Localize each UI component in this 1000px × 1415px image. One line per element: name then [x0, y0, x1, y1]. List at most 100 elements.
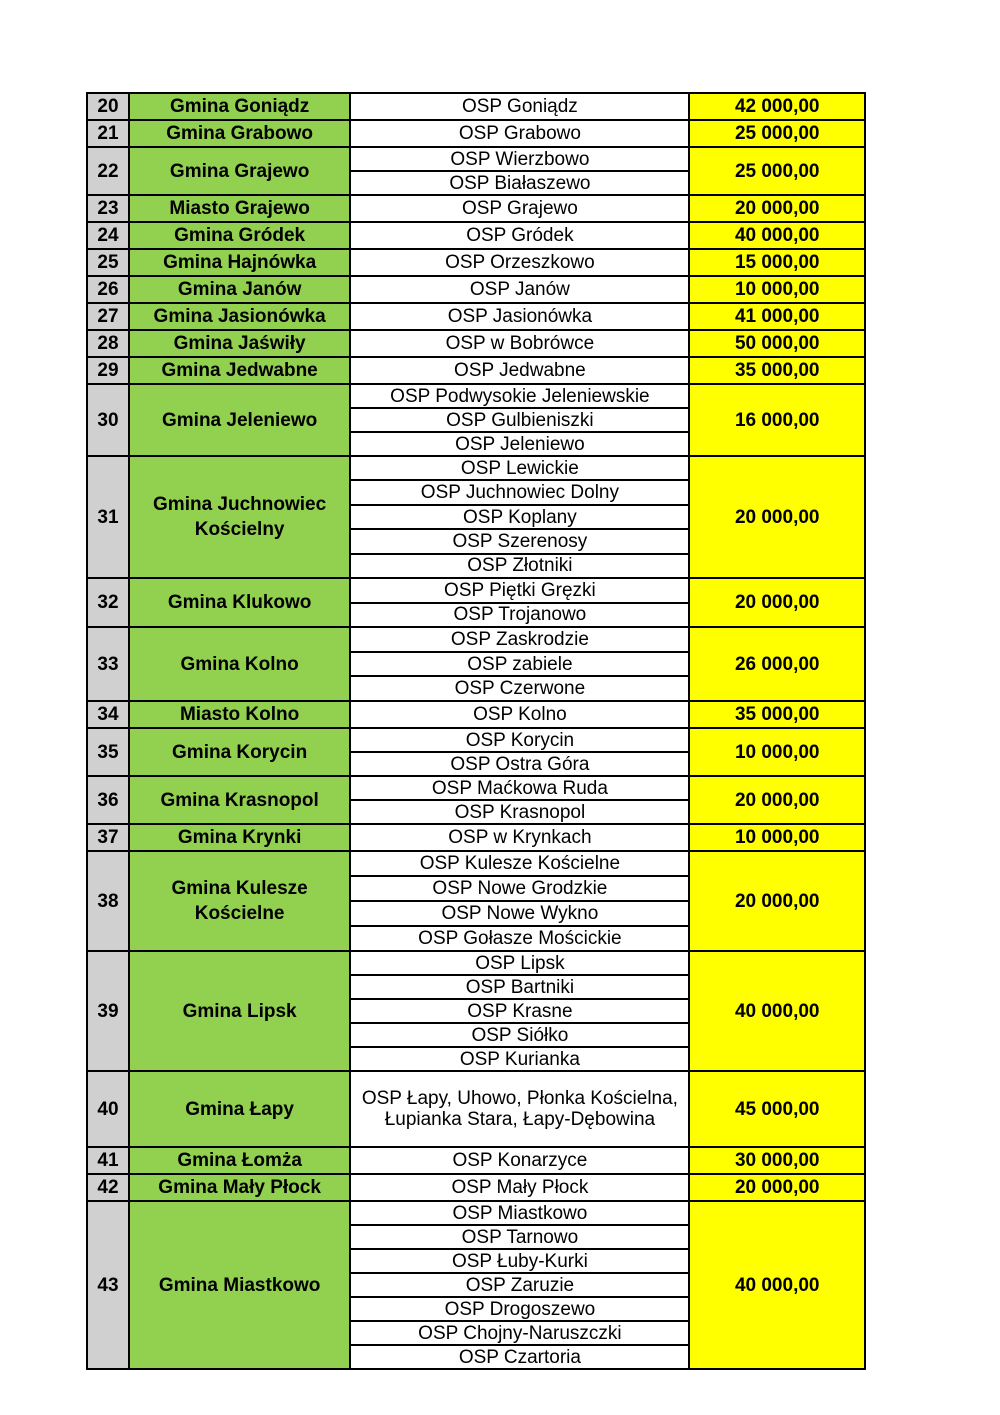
osp-name: OSP Zaskrodzie — [450, 628, 589, 650]
osp-name: OSP Mały Płock — [451, 1177, 589, 1198]
osp-name: OSP Gródek — [466, 225, 574, 246]
osp-name: OSP Szerenosy — [351, 528, 689, 552]
gmina-name: Gmina Korycin — [129, 729, 352, 775]
osp-name: OSP Złotniki — [351, 552, 689, 577]
amount: 50 000,00 — [690, 331, 866, 356]
amount: 35 000,00 — [690, 358, 866, 383]
row-number: 35 — [88, 729, 130, 775]
row-number: 21 — [88, 121, 130, 146]
amount: 15 000,00 — [690, 250, 866, 275]
row-number: 41 — [88, 1148, 130, 1173]
osp-name: OSP Łapy, Uhowo, Płonka Kościelna, Łupia… — [361, 1088, 678, 1130]
amount: 30 000,00 — [690, 1148, 866, 1173]
table-row: 40 Gmina Łapy OSP Łapy, Uhowo, Płonka Kośc… — [88, 1072, 866, 1148]
gmina-name: Gmina Mały Płock — [129, 1175, 352, 1200]
osp-list: OSP Łapy, Uhowo, Płonka Kościelna, Łupia… — [351, 1072, 691, 1146]
osp-list: OSP w Bobrówce — [351, 331, 691, 356]
gmina-name: Gmina Hajnówka — [129, 250, 352, 275]
amount: 10 000,00 — [690, 825, 866, 850]
row-number: 24 — [88, 223, 130, 248]
gmina-name: Gmina Jeleniewo — [129, 385, 352, 455]
row-number: 39 — [88, 952, 130, 1070]
table-row: 25 Gmina Hajnówka OSP Orzeszkowo 15 000,00 — [88, 250, 866, 277]
osp-list: OSP Kulesze Kościelne OSP Nowe Grodzkie OS… — [351, 852, 691, 950]
amount: 20 000,00 — [690, 196, 866, 221]
gmina-name: Gmina Juchnowiec Kościelny — [129, 457, 352, 577]
osp-name: OSP Orzeszkowo — [445, 252, 595, 273]
gmina-name: Gmina Łapy — [129, 1072, 352, 1146]
gmina-name: Gmina Krasnopol — [129, 777, 352, 823]
osp-name: OSP Podwysokie Jeleniewskie — [390, 385, 650, 407]
amount: 20 000,00 — [690, 852, 866, 950]
osp-name: OSP Trojanowo — [351, 601, 689, 627]
osp-list: OSP Piętki Gręzki OSP Trojanowo — [351, 579, 691, 627]
row-number: 34 — [88, 702, 130, 727]
amount: 42 000,00 — [690, 94, 866, 119]
osp-name: OSP Gołasze Mościckie — [351, 925, 689, 950]
row-number: 33 — [88, 628, 130, 700]
osp-list: OSP Jasionówka — [351, 304, 691, 329]
osp-list: OSP Korycin OSP Ostra Góra — [351, 729, 691, 775]
osp-list: OSP Wierzbowo OSP Białaszewo — [351, 148, 691, 194]
osp-list: OSP Miastkowo OSP Tarnowo OSP Łuby-Kurki OS… — [351, 1202, 691, 1368]
osp-name: OSP Ostra Góra — [351, 751, 689, 775]
table-row: 37 Gmina Krynki OSP w Krynkach 10 000,00 — [88, 825, 866, 852]
table-row: 23 Miasto Grajewo OSP Grajewo 20 000,00 — [88, 196, 866, 223]
osp-name: OSP Kurianka — [351, 1046, 689, 1070]
osp-name: OSP w Bobrówce — [445, 333, 595, 354]
osp-list: OSP Orzeszkowo — [351, 250, 691, 275]
table-row: 29 Gmina Jedwabne OSP Jedwabne 35 000,00 — [88, 358, 866, 385]
osp-name: OSP Lipsk — [475, 952, 565, 974]
osp-name: OSP zabiele — [351, 650, 689, 676]
osp-name: OSP Chojny-Naruszczki — [351, 1320, 689, 1344]
osp-name: OSP Nowe Wykno — [351, 900, 689, 925]
gmina-name: Gmina Gródek — [129, 223, 352, 248]
osp-name: OSP Lewickie — [460, 457, 579, 479]
gmina-name: Gmina Jedwabne — [129, 358, 352, 383]
osp-list: OSP Mały Płock — [351, 1175, 691, 1200]
table-row: 30 Gmina Jeleniewo OSP Podwysokie Jeleniew… — [88, 385, 866, 457]
table-row: 27 Gmina Jasionówka OSP Jasionówka 41 000,0… — [88, 304, 866, 331]
osp-list: OSP Lewickie OSP Juchnowiec Dolny OSP Kopl… — [351, 457, 691, 577]
osp-list: OSP Goniądz — [351, 94, 691, 119]
row-number: 36 — [88, 777, 130, 823]
table-row: 22 Gmina Grajewo OSP Wierzbowo OSP Białasze… — [88, 148, 866, 196]
row-number: 37 — [88, 825, 130, 850]
osp-list: OSP Maćkowa Ruda OSP Krasnopol — [351, 777, 691, 823]
osp-name: OSP Grabowo — [458, 123, 581, 144]
osp-list: OSP Podwysokie Jeleniewskie OSP Gulbienis… — [351, 385, 691, 455]
table-row: 32 Gmina Klukowo OSP Piętki Gręzki OSP Troj… — [88, 579, 866, 628]
gmina-name: Gmina Goniądz — [129, 94, 352, 119]
osp-name: OSP Białaszewo — [351, 170, 689, 194]
row-number: 23 — [88, 196, 130, 221]
osp-list: OSP Kolno — [351, 702, 691, 727]
gmina-name: Gmina Miastkowo — [129, 1202, 352, 1368]
gmina-name: Miasto Kolno — [129, 702, 352, 727]
table-row: 20 Gmina Goniądz OSP Goniądz 42 000,00 — [88, 94, 866, 121]
amount: 41 000,00 — [690, 304, 866, 329]
row-number: 28 — [88, 331, 130, 356]
row-number: 26 — [88, 277, 130, 302]
osp-name: OSP Jedwabne — [454, 360, 586, 381]
gmina-name: Gmina Kulesze Kościelne — [129, 852, 352, 950]
amount: 20 000,00 — [690, 777, 866, 823]
osp-name: OSP Miastkowo — [452, 1202, 588, 1224]
osp-name: OSP Maćkowa Ruda — [431, 777, 608, 799]
osp-list: OSP Konarzyce — [351, 1148, 691, 1173]
gmina-name: Gmina Grajewo — [129, 148, 352, 194]
table-row: 39 Gmina Lipsk OSP Lipsk OSP Bartniki OSP Kr… — [88, 952, 866, 1072]
osp-list: OSP w Krynkach — [351, 825, 691, 850]
osp-name: OSP Jeleniewo — [351, 431, 689, 455]
gmina-name: Gmina Jasionówka — [129, 304, 352, 329]
row-number: 40 — [88, 1072, 130, 1146]
osp-name: OSP Drogoszewo — [351, 1296, 689, 1320]
table-row: 35 Gmina Korycin OSP Korycin OSP Ostra Góra… — [88, 729, 866, 777]
osp-name: OSP Wierzbowo — [450, 148, 590, 170]
row-number: 38 — [88, 852, 130, 950]
osp-name: OSP Bartniki — [351, 974, 689, 998]
table-row: 33 Gmina Kolno OSP Zaskrodzie OSP zabiele OS… — [88, 628, 866, 702]
table-row: 28 Gmina Jaświły OSP w Bobrówce 50 000,00 — [88, 331, 866, 358]
gmina-name: Miasto Grajewo — [129, 196, 352, 221]
gmina-name: Gmina Łomża — [129, 1148, 352, 1173]
gmina-name: Gmina Lipsk — [129, 952, 352, 1070]
